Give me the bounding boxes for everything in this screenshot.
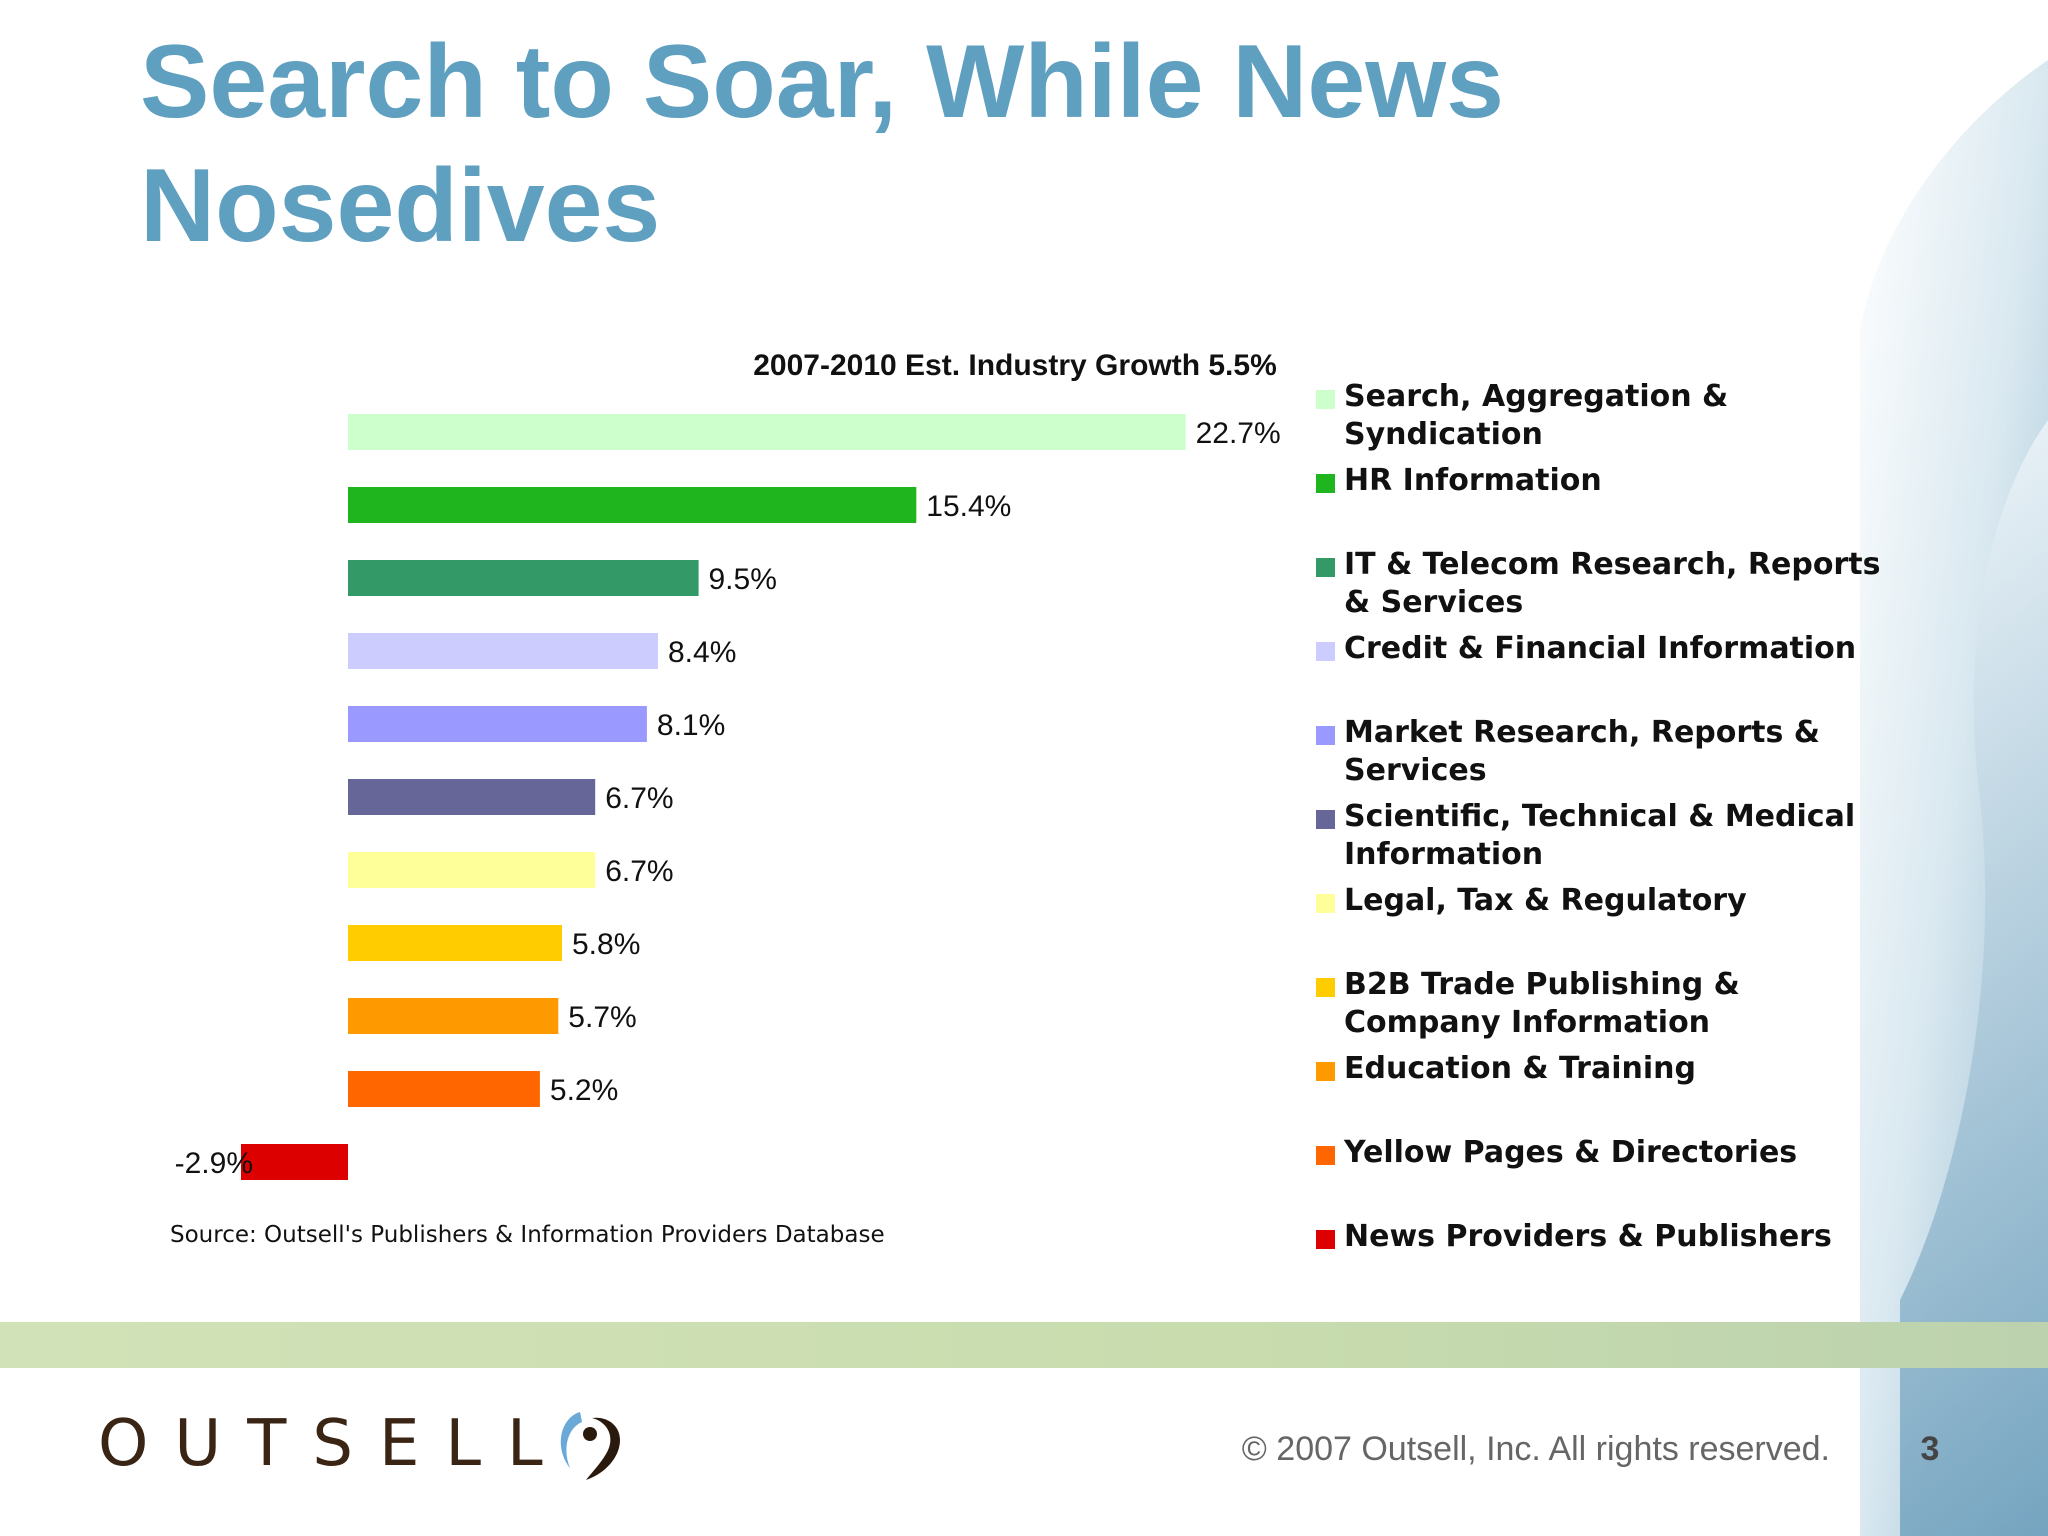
legend-entry-line: HR Information	[1344, 463, 1602, 498]
legend-entry-line: News Providers & Publishers	[1344, 1219, 1832, 1254]
legend-entry-line: Information	[1344, 837, 1544, 872]
slide-title: Search to Soar, While News Nosedives	[140, 24, 1504, 264]
legend-entry-line: Legal, Tax & Regulatory	[1344, 883, 1747, 918]
legend-swatch-4	[1316, 726, 1335, 745]
legend-entry-line: Syndication	[1344, 417, 1543, 452]
legend-entry-line: IT & Telecom Research, Reports	[1344, 547, 1881, 582]
legend-entry-1: HR Information	[1344, 462, 1904, 500]
bar-8	[348, 998, 559, 1034]
legend-entry-line: B2B Trade Publishing &	[1344, 967, 1740, 1002]
bar-value-label-3: 8.4%	[668, 636, 736, 669]
bar-10	[241, 1144, 348, 1180]
legend-swatch-8	[1316, 1062, 1335, 1081]
legend-entry-line: Yellow Pages & Directories	[1344, 1135, 1798, 1170]
legend-swatch-3	[1316, 642, 1335, 661]
legend-entry-8: Education & Training	[1344, 1050, 1904, 1088]
legend-swatch-2	[1316, 558, 1335, 577]
bar-5	[348, 779, 596, 815]
legend-swatch-1	[1316, 474, 1335, 493]
bar-3	[348, 633, 658, 669]
bar-value-label-5: 6.7%	[605, 782, 673, 815]
bar-0	[348, 414, 1186, 450]
bar-value-label-8: 5.7%	[568, 1001, 636, 1034]
bar-value-label-4: 8.1%	[657, 709, 725, 742]
legend-swatch-5	[1316, 810, 1335, 829]
legend-entry-line: Market Research, Reports &	[1344, 715, 1820, 750]
bar-value-label-10: -2.9%	[175, 1147, 253, 1180]
bar-2	[348, 560, 699, 596]
legend-entry-line: Education & Training	[1344, 1051, 1696, 1086]
legend-entry-7: B2B Trade Publishing & Company Informatio…	[1344, 966, 1904, 1042]
bar-value-label-2: 9.5%	[709, 563, 777, 596]
logo-swirl-icon	[560, 1412, 620, 1480]
logo-wordmark: OUTSELL	[98, 1407, 569, 1481]
legend-swatch-0	[1316, 390, 1335, 409]
bar-value-label-0: 22.7%	[1196, 417, 1281, 450]
bar-value-label-9: 5.2%	[550, 1074, 618, 1107]
bar-value-label-1: 15.4%	[926, 490, 1011, 523]
bar-6	[348, 852, 596, 888]
legend-entry-line: & Services	[1344, 585, 1524, 620]
legend-entry-line: Services	[1344, 753, 1487, 788]
bars-layer: 22.7% 15.4% 9.5% 8.4% 8.1% 6.7% 6.7% 5.8% 5.7% 5.…	[175, 414, 1281, 1180]
legend-entry-5: Scientific, Technical & Medical Informati…	[1344, 798, 1904, 874]
legend-entry-3: Credit & Financial Information	[1344, 630, 1904, 668]
bar-value-label-7: 5.8%	[572, 928, 640, 961]
legend-swatch-7	[1316, 978, 1335, 997]
legend-entry-line: Search, Aggregation &	[1344, 379, 1729, 414]
copyright-notice: © 2007 Outsell, Inc. All rights reserved…	[1241, 1430, 1830, 1468]
legend-swatch-10	[1316, 1230, 1335, 1249]
bar-4	[348, 706, 647, 742]
legend-entry-9: Yellow Pages & Directories	[1344, 1134, 1904, 1172]
legend-entry-4: Market Research, Reports & Services	[1344, 714, 1904, 790]
legend-swatch-9	[1316, 1146, 1335, 1165]
chart-title: 2007-2010 Est. Industry Growth 5.5%	[753, 349, 1277, 382]
legend-entry-0: Search, Aggregation & Syndication	[1344, 378, 1904, 454]
footer-band	[0, 1322, 2048, 1368]
legend-entry-6: Legal, Tax & Regulatory	[1344, 882, 1904, 920]
legend-swatch-6	[1316, 894, 1335, 913]
legend-entry-line: Credit & Financial Information	[1344, 631, 1857, 666]
legend-entry-2: IT & Telecom Research, Reports & Services	[1344, 546, 1904, 622]
legend-entry-line: Company Information	[1344, 1005, 1711, 1040]
bar-1	[348, 487, 917, 523]
legend-entry-10: News Providers & Publishers	[1344, 1218, 1904, 1256]
bar-7	[348, 925, 562, 961]
bar-value-label-6: 6.7%	[605, 855, 673, 888]
page-number: 3	[1920, 1430, 1940, 1468]
legend-entry-line: Scientific, Technical & Medical	[1344, 799, 1856, 834]
bar-9	[348, 1071, 540, 1107]
source-note: Source: Outsell's Publishers & Informati…	[170, 1222, 885, 1248]
